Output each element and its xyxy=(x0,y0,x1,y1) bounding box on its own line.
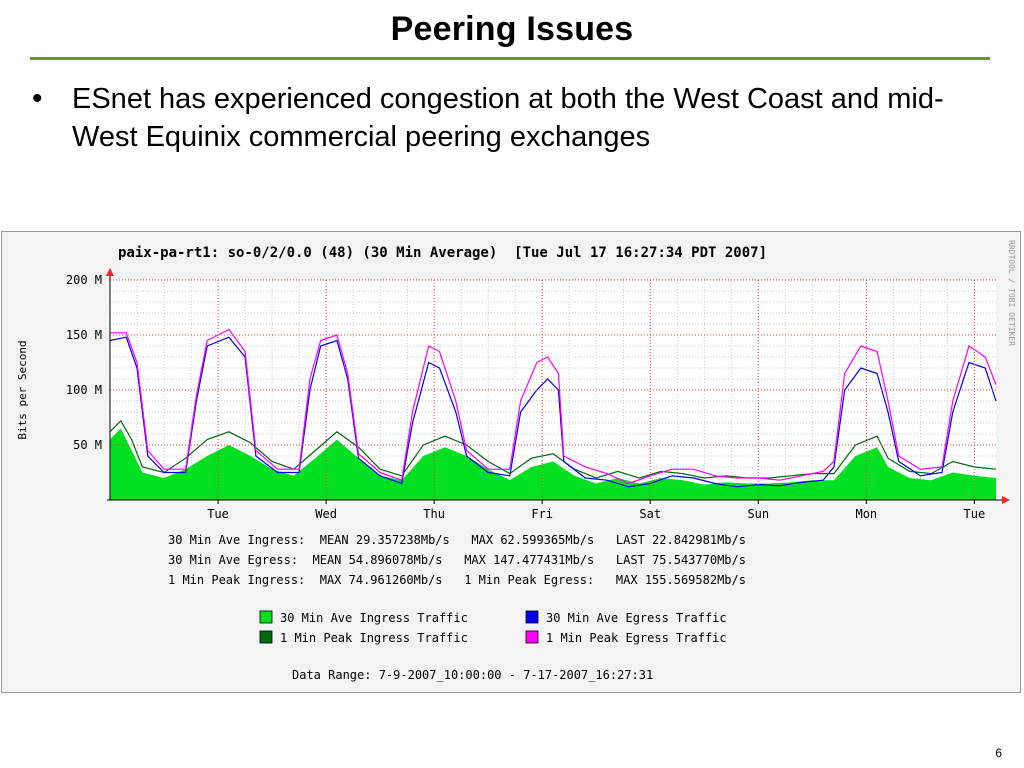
series-area-ingress-avg xyxy=(110,428,996,500)
legend-label: 30 Min Ave Ingress Traffic xyxy=(280,611,468,625)
series-line-ingress-peak xyxy=(109,419,997,479)
series-line-egress-peak xyxy=(110,328,997,485)
stats-line: 30 Min Ave Egress: MEAN 54.896078Mb/s MA… xyxy=(168,553,746,567)
y-tick-label: 50 M xyxy=(73,438,102,452)
legend-swatch xyxy=(525,630,539,644)
traffic-chart: 50 M 100 M 150 M 200 M Tue Wed Thu Fri Sat Sun Mon… xyxy=(16,240,1016,682)
legend-swatch xyxy=(525,610,539,624)
rrdtool-credit: RRDTOOL / TOBI OETIKER xyxy=(1007,240,1016,346)
page-number: 6 xyxy=(995,746,1002,760)
slide-title: Peering Issues xyxy=(390,10,634,48)
y-tick-label: 100 M xyxy=(66,383,102,397)
data-range-text: Data Range: 7-9-2007_10:00:00 - 7-17-200… xyxy=(292,668,653,682)
x-axis-arrow xyxy=(1002,496,1010,504)
x-tick-label: Tue xyxy=(964,507,986,521)
legend-swatch xyxy=(259,610,273,624)
x-tick-label: Wed xyxy=(315,507,337,521)
title-divider xyxy=(30,57,990,60)
y-axis-label: Bits per Second xyxy=(16,340,29,439)
legend-swatch xyxy=(259,630,273,644)
bullet-marker: • xyxy=(32,82,43,115)
stats-line: 30 Min Ave Ingress: MEAN 29.357238Mb/s M… xyxy=(168,533,746,547)
bullet-item: ESnet has experienced congestion at both… xyxy=(72,83,944,153)
x-tick-label: Fri xyxy=(531,507,553,521)
x-tick-label: Sun xyxy=(747,507,769,521)
x-tick-label: Sat xyxy=(639,507,661,521)
y-axis-arrow xyxy=(106,268,114,276)
legend-label: 1 Min Peak Egress Traffic xyxy=(546,631,727,645)
x-tick-label: Mon xyxy=(855,507,877,521)
y-tick-label: 150 M xyxy=(66,328,102,342)
x-tick-label: Thu xyxy=(423,507,445,521)
stats-line: 1 Min Peak Ingress: MAX 74.961260Mb/s 1 … xyxy=(168,573,746,587)
legend-label: 30 Min Ave Egress Traffic xyxy=(546,611,727,625)
chart-title: paix-pa-rt1: so-0/2/0.0 (48) (30 Min Ave… xyxy=(118,245,767,261)
y-tick-label: 200 M xyxy=(66,273,102,287)
x-tick-label: Tue xyxy=(207,507,229,521)
traffic-graph-panel: 50 M 100 M 150 M 200 M Tue Wed Thu Fri Sat Sun Mon… xyxy=(1,231,1021,693)
legend-label: 1 Min Peak Ingress Traffic xyxy=(280,631,468,645)
